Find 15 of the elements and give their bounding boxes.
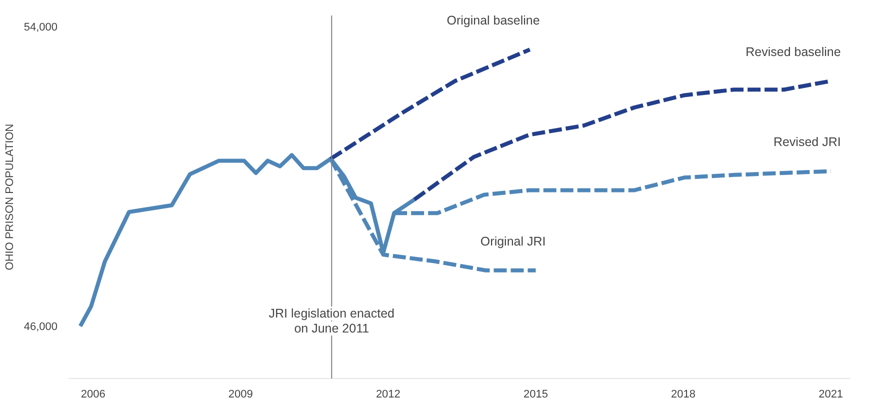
x-tick-label: 2009 — [228, 388, 253, 400]
x-tick-label: 2006 — [80, 388, 106, 400]
series-label: Original baseline — [446, 14, 540, 28]
ref-line-label: JRI legislation enacted on June 2011 — [268, 306, 395, 336]
y-tick-label: 54,000 — [24, 22, 58, 34]
x-tick-label: 2012 — [376, 388, 400, 400]
x-tick-label: 2018 — [671, 388, 696, 400]
series-label: Revised baseline — [746, 44, 841, 59]
y-tick-label: 46,000 — [24, 321, 58, 334]
series-label: Original JRI — [480, 234, 546, 248]
line-series — [328, 48, 532, 161]
x-tick-label: 2021 — [818, 388, 844, 400]
series-label: Revised JRI — [773, 135, 841, 150]
y-axis-title: OHIO PRISON POPULATION — [4, 124, 16, 270]
x-tick-label: 2015 — [523, 388, 548, 400]
